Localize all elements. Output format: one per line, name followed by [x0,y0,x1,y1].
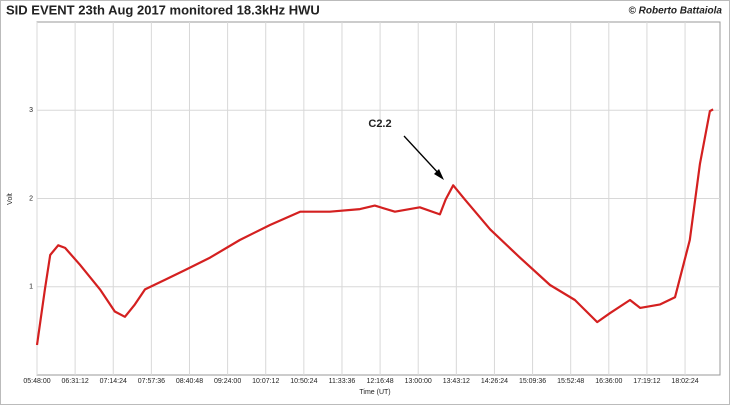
annotation-arrow [403,135,442,177]
x-tick-label: 16:36:00 [595,378,622,385]
x-tick-label: 11:33:36 [329,378,356,385]
y-tick-label: 1 [29,284,33,291]
data-line [35,108,714,346]
chart-title: SID EVENT 23th Aug 2017 monitored 18.3kH… [6,2,320,17]
author: © Roberto Battaiola [629,6,723,17]
x-tick-label: 12:16:48 [366,378,393,385]
x-tick-label: 07:14:24 [100,378,127,385]
y-axis-label: Volt [7,193,14,205]
x-tick-label: 10:07:12 [252,378,279,385]
y-tick-label: 2 [29,195,33,202]
x-tick-label: 05:48:00 [23,378,50,385]
x-tick-label: 07:57:36 [138,378,165,385]
x-axis-label: Time (UT) [359,389,390,396]
x-tick-label: 15:09:36 [519,378,546,385]
plot-area: 1 2 3 05:48:00 06:31:12 07:14:24 07:57:36 08:40… [23,21,721,385]
x-tick-label: 09:24:00 [214,378,241,385]
x-tick-label: 14:26:24 [481,378,508,385]
x-tick-label: 10:50:24 [290,378,317,385]
x-tick-label: 13:43:12 [443,378,470,385]
annotation: C2.2 [368,118,391,130]
arrow-head [434,169,444,180]
x-tick-label: 06:31:12 [61,378,88,385]
y-tick-label: 3 [29,107,33,114]
x-tick-label: 18:02:24 [671,378,698,385]
x-tick-label: 08:40:48 [176,378,203,385]
x-tick-label: 17:19:12 [633,378,660,385]
x-tick-label: 13:00:00 [405,378,432,385]
x-tick-label: 15:52:48 [557,378,584,385]
